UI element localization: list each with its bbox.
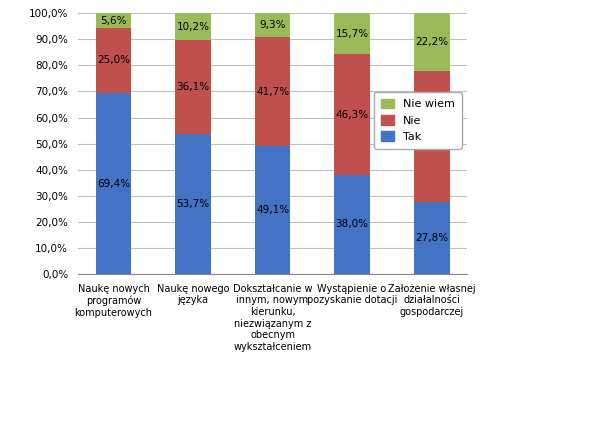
Bar: [414, 71, 449, 202]
Bar: [96, 13, 131, 28]
Bar: [175, 134, 211, 274]
Bar: [334, 175, 370, 274]
Text: 69,4%: 69,4%: [97, 179, 130, 189]
Text: 50,0%: 50,0%: [415, 131, 448, 141]
Bar: [334, 13, 370, 54]
Text: 5,6%: 5,6%: [100, 15, 127, 26]
Bar: [414, 13, 449, 71]
Legend: Nie wiem, Nie, Tak: Nie wiem, Nie, Tak: [374, 92, 462, 149]
Bar: [414, 202, 449, 274]
Bar: [255, 37, 291, 146]
Text: 46,3%: 46,3%: [335, 110, 368, 120]
Text: 10,2%: 10,2%: [177, 22, 210, 31]
Text: 38,0%: 38,0%: [335, 220, 368, 229]
Text: 53,7%: 53,7%: [177, 199, 210, 209]
Text: 22,2%: 22,2%: [415, 37, 448, 47]
Bar: [96, 93, 131, 274]
Bar: [175, 40, 211, 134]
Text: 27,8%: 27,8%: [415, 233, 448, 243]
Bar: [255, 13, 291, 37]
Bar: [334, 54, 370, 175]
Text: 15,7%: 15,7%: [335, 29, 368, 39]
Text: 49,1%: 49,1%: [256, 205, 289, 215]
Bar: [255, 146, 291, 274]
Text: 36,1%: 36,1%: [177, 82, 210, 92]
Bar: [175, 13, 211, 40]
Text: 41,7%: 41,7%: [256, 87, 289, 97]
Bar: [96, 28, 131, 93]
Text: 9,3%: 9,3%: [259, 20, 286, 30]
Text: 25,0%: 25,0%: [97, 55, 130, 65]
